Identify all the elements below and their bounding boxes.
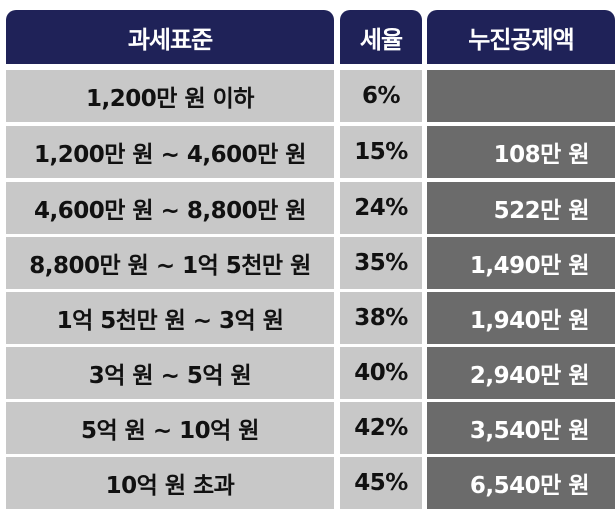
table-row: 1,200만 원 ~ 4,600만 원 15% 108만 원: [2, 126, 615, 178]
tax-rate-cell: 35%: [340, 237, 422, 289]
table-row: 10억 원 초과 45% 6,540만 원: [2, 457, 615, 509]
table-row: 4,600만 원 ~ 8,800만 원 24% 522만 원: [2, 182, 615, 234]
deduction-cell: 3,540만 원: [427, 402, 615, 454]
deduction-cell: 522만 원: [427, 182, 615, 234]
tax-rate-cell: 45%: [340, 457, 422, 509]
header-tax-rate: 세율: [340, 10, 422, 64]
deduction-cell: 6,540만 원: [427, 457, 615, 509]
tax-base-cell: 4,600만 원 ~ 8,800만 원: [6, 182, 334, 234]
table-row: 8,800만 원 ~ 1억 5천만 원 35% 1,490만 원: [2, 237, 615, 289]
deduction-cell: 108만 원: [427, 126, 615, 178]
tax-rate-cell: 42%: [340, 402, 422, 454]
tax-base-cell: 10억 원 초과: [6, 457, 334, 509]
deduction-cell: 1,490만 원: [427, 237, 615, 289]
tax-base-cell: 8,800만 원 ~ 1억 5천만 원: [6, 237, 334, 289]
table-row: 1억 5천만 원 ~ 3억 원 38% 1,940만 원: [2, 292, 615, 344]
table-row: 3억 원 ~ 5억 원 40% 2,940만 원: [2, 347, 615, 399]
header-tax-base: 과세표준: [6, 10, 334, 64]
deduction-cell: 2,940만 원: [427, 347, 615, 399]
deduction-cell: [427, 70, 615, 122]
tax-rate-cell: 15%: [340, 126, 422, 178]
tax-base-cell: 3억 원 ~ 5억 원: [6, 347, 334, 399]
tax-base-cell: 1,200만 원 이하: [6, 70, 334, 122]
tax-rate-cell: 6%: [340, 70, 422, 122]
tax-rate-cell: 38%: [340, 292, 422, 344]
deduction-cell: 1,940만 원: [427, 292, 615, 344]
header-progressive-deduction: 누진공제액: [427, 10, 615, 64]
tax-base-cell: 1억 5천만 원 ~ 3억 원: [6, 292, 334, 344]
table-row: 5억 원 ~ 10억 원 42% 3,540만 원: [2, 402, 615, 454]
tax-base-cell: 5억 원 ~ 10억 원: [6, 402, 334, 454]
table-header: 과세표준 세율 누진공제액: [2, 10, 615, 66]
tax-rate-cell: 40%: [340, 347, 422, 399]
tax-base-cell: 1,200만 원 ~ 4,600만 원: [6, 126, 334, 178]
tax-rate-cell: 24%: [340, 182, 422, 234]
table-row: 1,200만 원 이하 6%: [2, 70, 615, 122]
